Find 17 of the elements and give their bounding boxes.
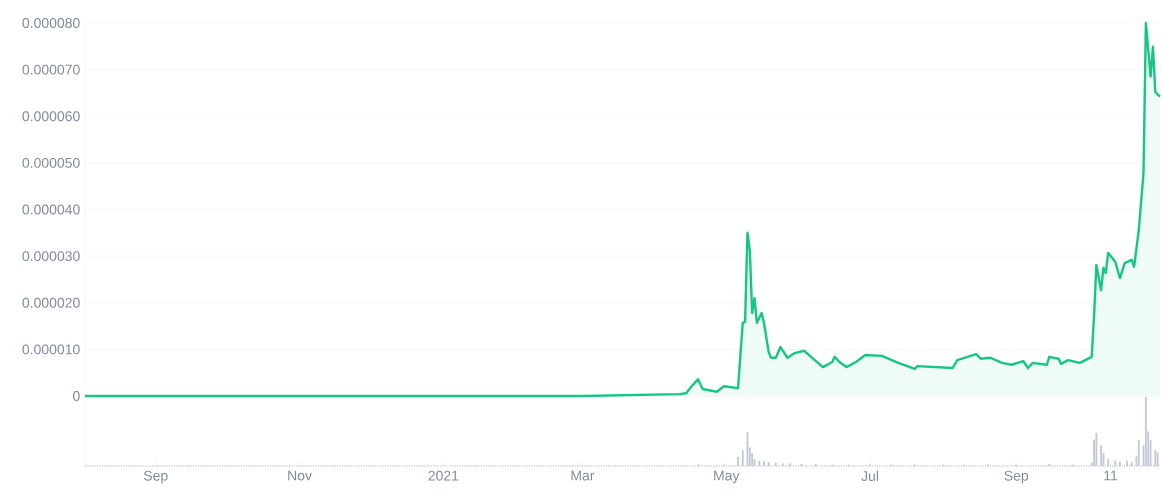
y-tick-label: 0.000010 (22, 344, 80, 355)
x-tick-label: Sep (1004, 470, 1029, 484)
x-tick-label: 11 (1104, 470, 1118, 481)
y-tick-label: 0.000080 (22, 18, 80, 28)
x-tick-label: May (714, 470, 740, 484)
y-tick-label: 0.000020 (22, 297, 80, 308)
y-tick-label: 0.000070 (22, 64, 80, 75)
x-tick-label: Mar (571, 470, 595, 481)
x-tick-label: Sep (143, 470, 168, 484)
y-tick-label: 0.000060 (22, 111, 80, 122)
x-tick-label: Nov (288, 470, 312, 481)
y-tick-label: 0.000050 (22, 157, 80, 168)
x-tick-label: 2021 (428, 470, 459, 481)
y-tick-label: 0.000040 (22, 204, 80, 215)
y-tick-label: 0.000030 (22, 251, 80, 262)
x-tick-label: Jul (861, 470, 879, 481)
y-tick-label: 0 (73, 391, 80, 401)
